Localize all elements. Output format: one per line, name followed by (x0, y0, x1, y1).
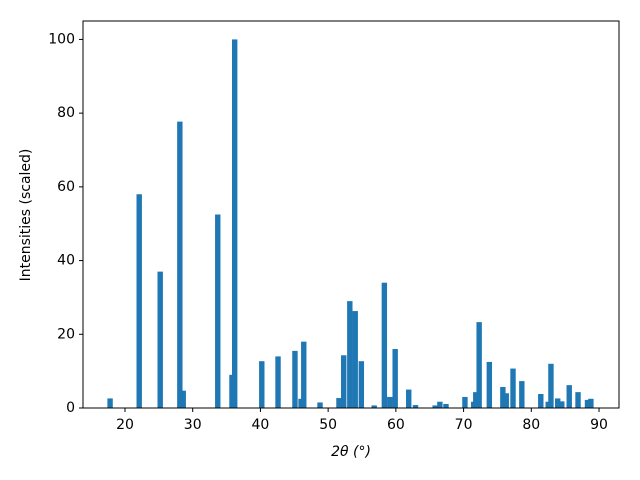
bar (432, 405, 438, 408)
x-axis-label: 2θ (°) (331, 444, 371, 460)
bar (559, 401, 565, 408)
y-tick-label: 60 (57, 179, 75, 195)
bar (107, 398, 113, 408)
x-tick-label: 80 (522, 417, 540, 433)
bar (575, 392, 581, 408)
bar (317, 402, 323, 408)
bar (215, 214, 221, 408)
bar (510, 368, 516, 408)
bar (298, 398, 304, 408)
bar (275, 356, 281, 408)
y-tick-label: 0 (66, 400, 75, 416)
plot-frame (82, 20, 620, 409)
bar (503, 393, 509, 408)
bar (371, 405, 377, 408)
bar (548, 363, 554, 408)
bar (231, 39, 238, 409)
bar (136, 194, 142, 408)
y-axis-label: Intensities (scaled) (18, 149, 34, 282)
bar (588, 398, 594, 408)
bar (437, 401, 443, 408)
x-tick-label: 60 (387, 417, 405, 433)
bar (387, 396, 393, 408)
y-tick-label: 80 (57, 105, 75, 121)
y-tick-label: 100 (48, 31, 75, 47)
x-tick-label: 20 (116, 417, 134, 433)
bar (538, 393, 544, 408)
bar (301, 341, 307, 408)
x-tick-label: 30 (184, 417, 202, 433)
bar (259, 361, 265, 408)
bar (473, 392, 479, 408)
x-tick-label: 50 (319, 417, 337, 433)
y-tick-label: 20 (57, 326, 75, 342)
bar (381, 282, 388, 408)
bar (406, 389, 412, 408)
bar (555, 398, 561, 408)
bar (412, 405, 419, 408)
bar (229, 374, 235, 408)
bar (336, 398, 342, 408)
bar (347, 301, 353, 408)
y-tick-label: 40 (57, 253, 75, 269)
bar (358, 361, 365, 408)
bar (292, 350, 298, 408)
bar (157, 271, 163, 408)
bar (341, 355, 347, 408)
bar (476, 322, 482, 408)
bar (519, 381, 525, 408)
bar (462, 396, 468, 408)
bar (566, 385, 572, 408)
bar (177, 121, 183, 409)
x-tick-label: 40 (252, 417, 270, 433)
x-tick-label: 90 (590, 417, 608, 433)
bar (392, 349, 398, 408)
bar (545, 401, 551, 408)
x-tick-label: 70 (455, 417, 473, 433)
bar (443, 403, 449, 408)
bar (584, 399, 591, 408)
bar (500, 386, 506, 408)
bar (352, 311, 358, 408)
bar (180, 390, 186, 408)
bar (486, 361, 493, 408)
